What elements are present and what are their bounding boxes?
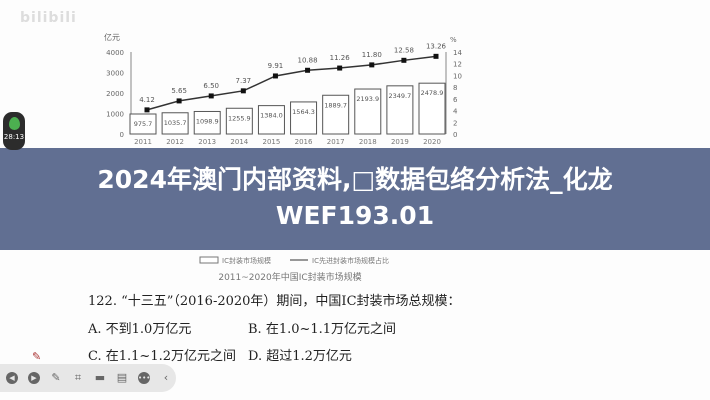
x-tick-label: 2012 [166,138,184,146]
bar [129,113,157,135]
comment-icon[interactable]: ▤ [116,371,128,384]
line-value-label: 13.26 [426,42,447,50]
line-point [208,93,214,99]
x-tick-label: 2013 [198,138,216,146]
line-point [337,65,343,71]
player-toolbar: ◀ ▶ ✎ ⌗ ▬ ▤ ••• ‹ [0,364,176,392]
pen-cursor-icon: ✎ [32,350,42,363]
bar-value-label: 1035.7 [164,119,187,127]
x-tick-label: 2019 [391,138,409,146]
right-tick-label: 0 [453,131,457,139]
line-value-label: 11.80 [362,51,382,59]
line-point [176,98,182,104]
bar-value-label: 1564.3 [292,108,315,116]
title-overlay [0,148,710,250]
line-value-label: 9.91 [268,62,284,70]
option-b: B. 在1.0~1.1万亿元之间 [248,322,397,337]
bar [290,101,318,135]
line-value-label: 4.12 [139,96,155,104]
pen-icon[interactable]: ✎ [51,371,61,384]
line-point [401,57,407,63]
bar [418,82,446,135]
prev-icon[interactable]: ◀ [6,372,18,384]
x-tick-label: 2020 [423,138,441,146]
right-tick-label: 2 [453,119,457,127]
line-series [146,55,437,111]
x-tick-label: 2018 [359,138,377,146]
bar-value-label: 2193.9 [356,95,379,103]
bilibili-watermark: bilibili [20,10,77,26]
legend-bar-label: IC封装市场规模 [222,256,271,265]
bar [354,88,382,135]
x-tick-label: 2015 [263,138,281,146]
line-value-label: 12.58 [394,46,414,54]
left-tick-label: 4000 [106,49,124,57]
option-c: C. 在1.1~1.2万亿元之间 [88,349,236,364]
bar [386,85,414,135]
right-tick-label: 12 [453,61,462,69]
legend-bar-swatch [199,256,219,264]
bar [225,107,253,135]
line-point [144,107,150,113]
timer-badge[interactable]: 28:13 [3,112,25,150]
bar-value-label: 975.7 [134,120,153,128]
line-value-label: 10.88 [298,56,318,64]
option-a: A. 不到1.0万亿元 [88,322,192,337]
left-tick-label: 2000 [106,90,124,98]
question-stem: 122. “十三五”（2016-2020年）期间，中国IC封装市场总规模： [88,294,461,309]
video-icon[interactable]: ▬ [94,371,106,384]
line-value-label: 11.26 [330,54,351,62]
x-tick-label: 2014 [230,138,248,146]
left-tick-label: 3000 [106,70,124,78]
bar-value-label: 1255.9 [228,114,251,122]
legend-line-label: IC先进封装市场规模占比 [312,256,389,265]
left-axis-label: 亿元 [104,32,120,42]
left-tick-label: 1000 [106,111,124,119]
x-tick-label: 2016 [295,138,313,146]
timer-text: 28:13 [3,133,25,141]
play-icon[interactable]: ▶ [28,372,40,384]
line-value-label: 5.65 [171,87,187,95]
right-tick-label: 10 [453,72,462,80]
right-axis-label: % [450,36,457,44]
title-line-2: WEF193.01 [275,201,435,230]
bar [161,112,189,135]
x-tick-label: 2011 [134,138,152,146]
bar [193,110,221,135]
bar [322,94,350,135]
right-tick-label: 8 [453,84,457,92]
line-point [369,62,375,68]
ic-packaging-chart: 亿元 % 0 1000 2000 3000 4000 0 2 4 6 8 10 12 14 975.7 2011… [104,32,462,283]
x-tick-label: 2017 [327,138,345,146]
right-tick-label: 14 [453,49,462,57]
bar-value-label: 2478.9 [421,89,444,97]
leaf-icon [8,117,20,130]
right-tick-label: 6 [453,96,458,104]
more-icon[interactable]: ••• [138,372,151,384]
option-d: D. 超过1.2万亿元 [248,349,352,364]
bar-value-label: 2349.7 [389,92,412,100]
bar-value-label: 1889.7 [324,101,347,109]
screenshot-icon[interactable]: ⌗ [74,371,82,384]
collapse-icon[interactable]: ‹ [163,371,169,384]
line-point [305,67,311,73]
bar-value-label: 1384.0 [260,112,283,120]
line-point [272,73,278,79]
line-point [433,53,439,59]
bar [257,105,285,135]
page-title[interactable]: 2024年澳门内部资料,□数据包络分析法_化龙 WEF193.01 [0,162,710,234]
line-value-label: 6.50 [203,82,219,90]
right-tick-label: 4 [453,108,458,116]
line-value-label: 7.37 [236,77,252,85]
line-point [240,88,246,94]
left-tick-label: 0 [120,131,124,139]
bar-value-label: 1098.9 [196,117,219,125]
title-line-1: 2024年澳门内部资料,□数据包络分析法_化龙 [97,165,613,194]
chart-caption: 2011~2020年中国IC封装市场规模 [218,271,361,283]
